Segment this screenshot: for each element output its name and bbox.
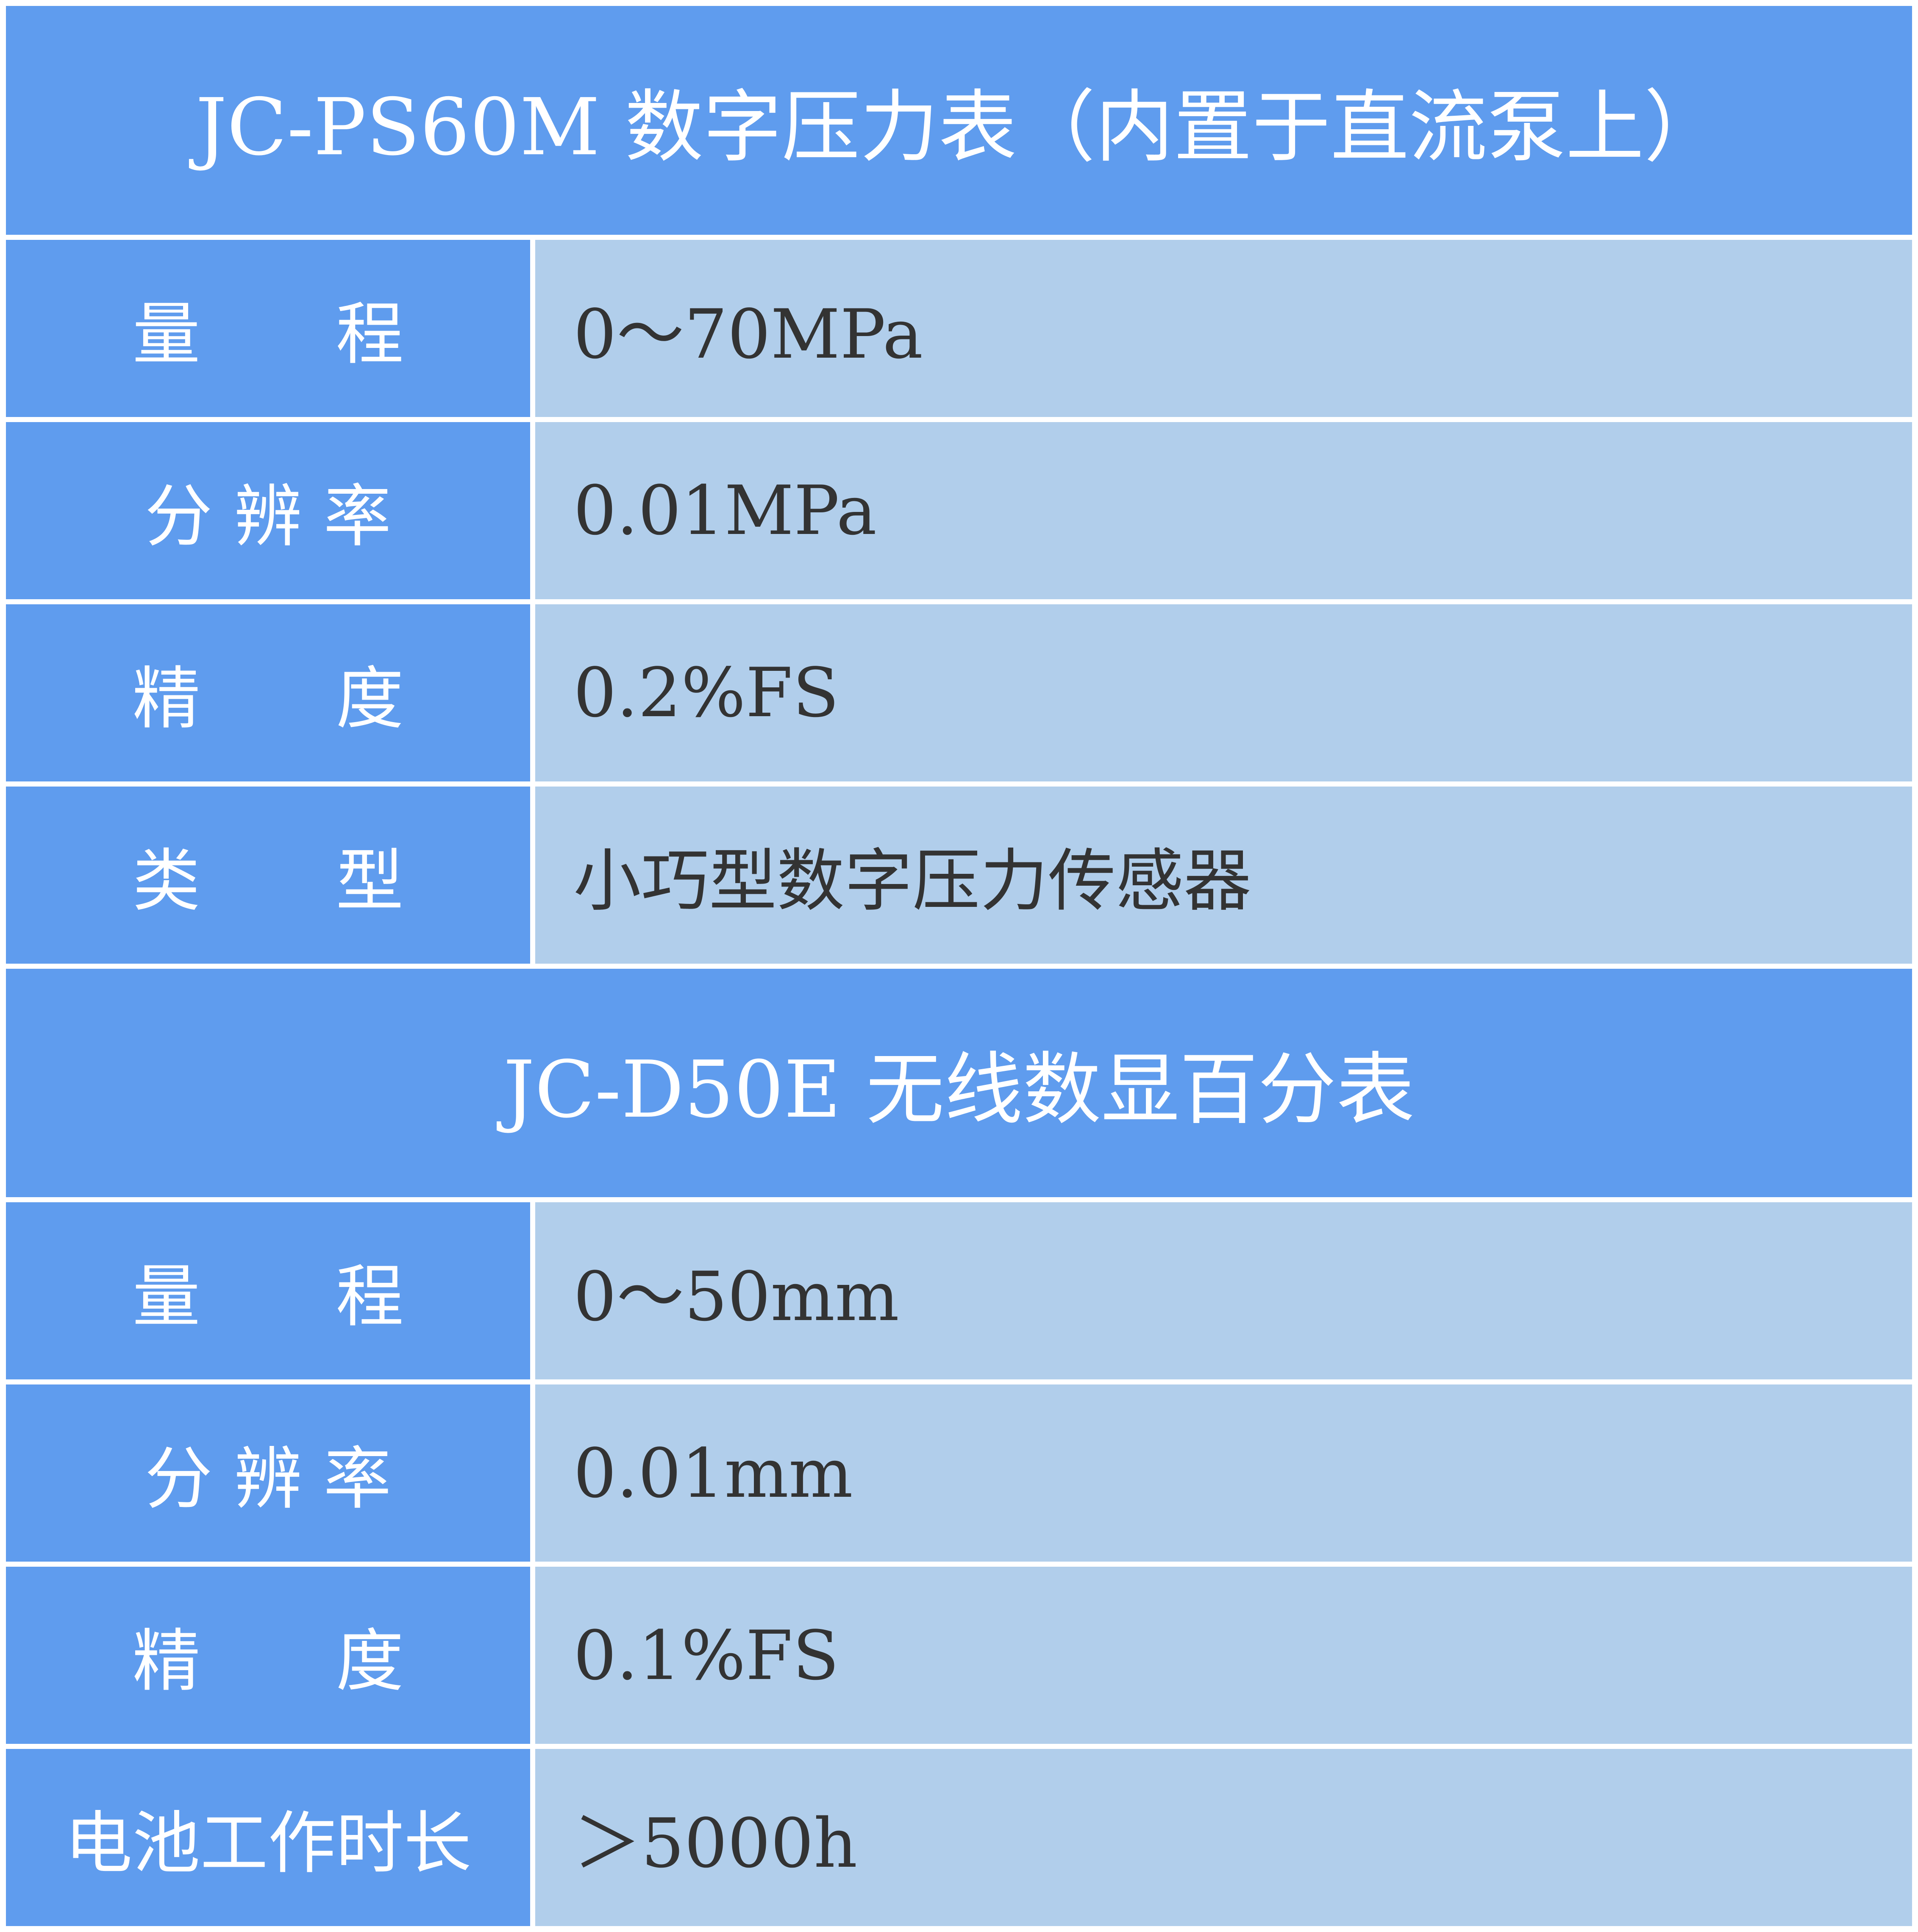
row-label: 电池工作时长 [6,1749,530,1926]
table-row: 电池工作时长 ＞5000h [6,1749,1912,1926]
row-value: 0.01mm [535,1384,1912,1562]
row-value: 0～70MPa [535,239,1912,417]
row-label: 量 程 [6,1202,530,1380]
section-title-pressure-gauge: JC-PS60M 数字压力表（内置于直流泵上） [6,6,1912,235]
row-value: 0.01MPa [535,422,1912,599]
table-row: 量 程 0～50mm [6,1202,1912,1380]
table-row: 分 辨 率 0.01mm [6,1384,1912,1562]
row-label: 分 辨 率 [6,1384,530,1562]
row-value: 0.1%FS [535,1567,1912,1744]
row-label: 类 型 [6,786,530,964]
row-label: 量 程 [6,239,530,417]
table-row: 类 型 小巧型数字压力传感器 [6,786,1912,964]
row-value: 0～50mm [535,1202,1912,1380]
table-row: 精 度 0.2%FS [6,604,1912,781]
table-row: 精 度 0.1%FS [6,1567,1912,1744]
row-value: 小巧型数字压力传感器 [535,786,1912,964]
row-label: 分 辨 率 [6,422,530,599]
row-label: 精 度 [6,604,530,781]
table-row: 分 辨 率 0.01MPa [6,422,1912,599]
section-title-dial-indicator: JC-D50E 无线数显百分表 [6,968,1912,1198]
table-row: 量 程 0～70MPa [6,239,1912,417]
row-value: 0.2%FS [535,604,1912,781]
row-value: ＞5000h [535,1749,1912,1926]
row-label: 精 度 [6,1567,530,1744]
